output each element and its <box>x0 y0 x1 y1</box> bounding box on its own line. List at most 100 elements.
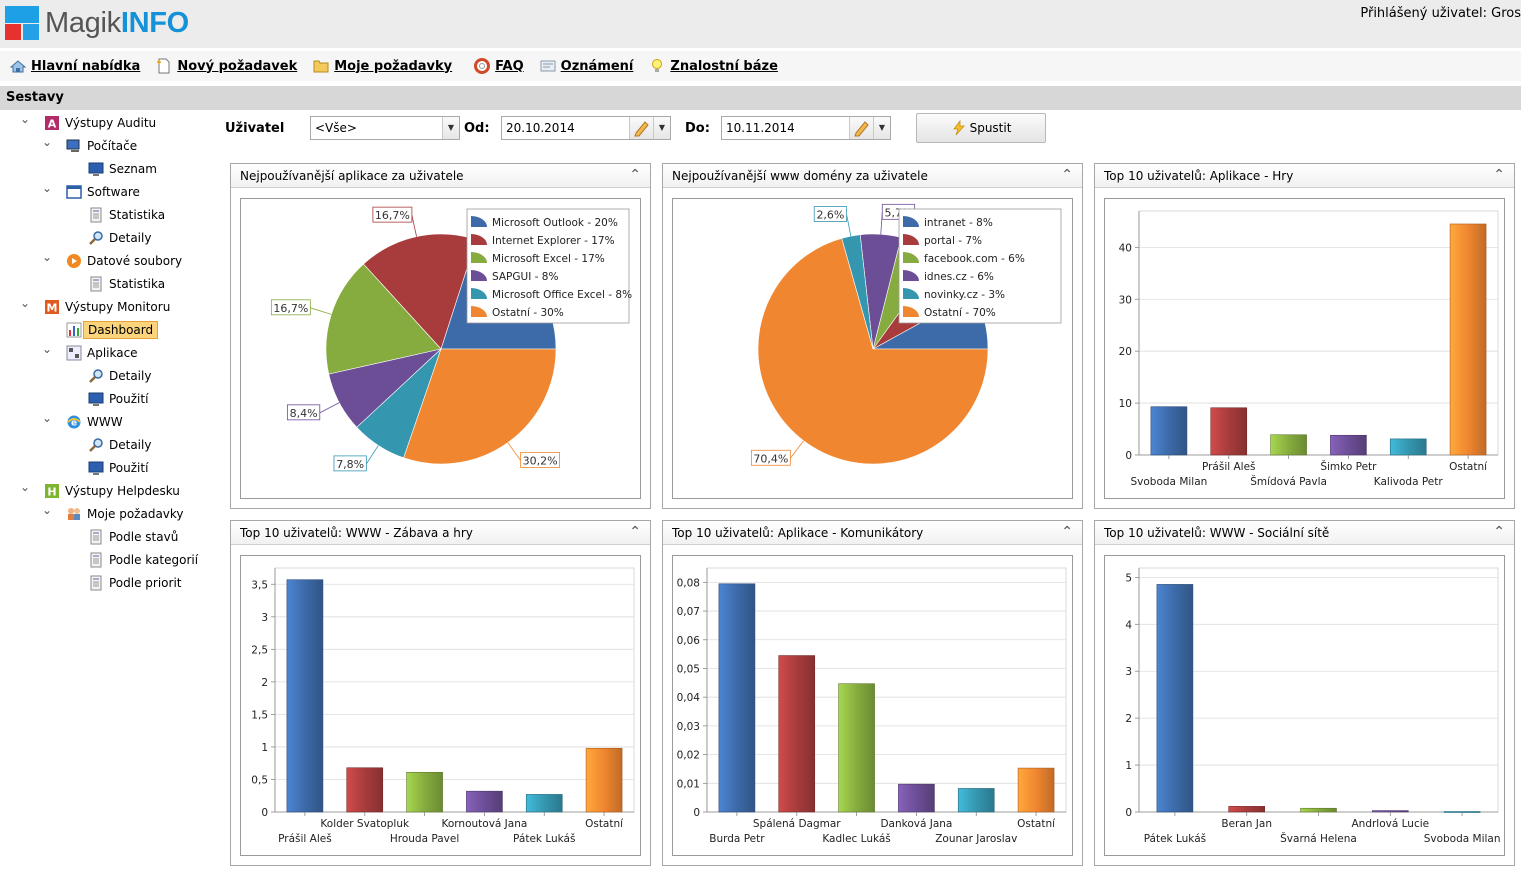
expand-toggle-icon[interactable]: ⌄ <box>20 296 31 310</box>
bar[interactable] <box>1330 434 1367 456</box>
collapse-chevron-icon[interactable]: ⌃ <box>1061 524 1073 540</box>
tree-item-detaily[interactable]: Detaily <box>88 228 151 248</box>
tree-item-detaily[interactable]: Detaily <box>88 366 151 386</box>
bar[interactable] <box>286 579 324 813</box>
collapse-chevron-icon[interactable]: ⌃ <box>1493 524 1505 540</box>
bar[interactable] <box>1228 806 1265 813</box>
tree-item-label: Podle stavů <box>109 530 179 544</box>
collapse-chevron-icon[interactable]: ⌃ <box>629 167 641 183</box>
tree-item-podle-stavů[interactable]: Podle stavů <box>88 527 178 547</box>
computer-icon <box>66 139 80 152</box>
tree-item-label: Výstupy Monitoru <box>65 300 171 314</box>
bar[interactable] <box>1449 223 1487 456</box>
chevron-down-icon[interactable]: ▼ <box>653 117 670 139</box>
tree-item-detaily[interactable]: Detaily <box>88 435 151 455</box>
tree-item-statistika[interactable]: Statistika <box>88 205 165 225</box>
x-tick-label: Ostatní <box>585 818 624 830</box>
expand-toggle-icon[interactable]: ⌄ <box>42 181 53 195</box>
bar[interactable] <box>778 655 816 813</box>
label-leader-line <box>310 307 332 315</box>
expand-toggle-icon[interactable]: ⌄ <box>20 112 31 126</box>
chevron-down-icon[interactable]: ▼ <box>873 117 890 139</box>
expand-toggle-icon[interactable]: ⌄ <box>42 342 53 356</box>
tree-item-použití[interactable]: Použití <box>88 458 148 478</box>
expand-toggle-icon[interactable]: ⌄ <box>42 503 53 517</box>
nav-new-request[interactable]: Nový požadavek <box>156 58 297 74</box>
tree-item-aplikace[interactable]: ⌄ Aplikace <box>42 342 138 363</box>
nav-knowledge-base[interactable]: Znalostní báze <box>649 58 778 74</box>
user-select-input[interactable] <box>311 117 441 139</box>
audit-icon: A <box>45 116 59 131</box>
pie-slice[interactable] <box>403 348 557 465</box>
tree-item-počítače[interactable]: ⌄ Počítače <box>42 135 137 156</box>
y-tick-label: 3 <box>1125 666 1132 678</box>
legend-swatch <box>903 306 919 317</box>
tree-item-podle-priorit[interactable]: Podle priorit <box>88 573 182 593</box>
tree-item-label: WWW <box>87 415 123 429</box>
pencil-icon[interactable] <box>849 117 873 139</box>
bar[interactable] <box>1389 438 1427 456</box>
bar[interactable] <box>346 767 384 813</box>
expand-toggle-icon[interactable]: ⌄ <box>42 135 53 149</box>
label-leader-line <box>790 440 804 459</box>
tree-item-výstupy-helpdesku[interactable]: ⌄ H Výstupy Helpdesku <box>20 480 180 501</box>
app-logo[interactable]: MagikINFO <box>5 6 189 40</box>
legend-swatch <box>471 234 487 245</box>
bar[interactable] <box>1210 407 1248 456</box>
nav-new-request-label: Nový požadavek <box>177 58 298 74</box>
y-tick-label: 2,5 <box>251 644 268 656</box>
tree-item-software[interactable]: ⌄ Software <box>42 181 140 202</box>
bar[interactable] <box>1156 584 1194 813</box>
legend-swatch <box>471 306 487 317</box>
panel-title: Top 10 uživatelů: WWW - Sociální sítě <box>1104 526 1330 540</box>
legend-entry: Microsoft Outlook - 20% <box>492 217 618 229</box>
tree-item-www[interactable]: ⌄ e WWW <box>42 411 123 432</box>
tree-item-podle-kategorií[interactable]: Podle kategorií <box>88 550 198 570</box>
bar[interactable] <box>898 783 935 813</box>
bar[interactable] <box>1150 406 1188 456</box>
bar[interactable] <box>957 788 995 813</box>
bar[interactable] <box>718 583 756 813</box>
collapse-chevron-icon[interactable]: ⌃ <box>1493 167 1505 183</box>
bar[interactable] <box>1017 767 1055 813</box>
bar[interactable] <box>838 683 875 813</box>
tree-item-dashboard[interactable]: Dashboard <box>66 320 159 340</box>
run-button[interactable]: Spustit <box>916 113 1046 143</box>
bar[interactable] <box>525 794 563 813</box>
user-select[interactable]: ▼ <box>310 116 460 140</box>
nav-main-menu[interactable]: Hlavní nabídka <box>10 58 140 74</box>
collapse-chevron-icon[interactable]: ⌃ <box>1061 167 1073 183</box>
bar[interactable] <box>1270 434 1307 456</box>
tree-item-moje-požadavky[interactable]: ⌄ Moje požadavky <box>42 503 184 524</box>
date-to-picker[interactable]: ▼ <box>721 116 891 140</box>
expand-toggle-icon[interactable]: ⌄ <box>42 250 53 264</box>
pie-slice[interactable] <box>325 263 442 375</box>
tree-item-statistika[interactable]: Statistika <box>88 274 165 294</box>
tree-item-použití[interactable]: Použití <box>88 389 148 409</box>
date-from-picker[interactable]: ▼ <box>501 116 671 140</box>
tree-item-seznam[interactable]: Seznam <box>88 159 157 179</box>
chart-area: 0 0,01 0,02 0,03 0,04 0,05 0,06 0,07 0,08 Burda P… <box>672 555 1073 856</box>
bar[interactable] <box>406 772 443 813</box>
bar[interactable] <box>1300 807 1337 813</box>
pencil-icon[interactable] <box>629 117 653 139</box>
bar[interactable] <box>1371 810 1409 813</box>
tree-item-výstupy-monitoru[interactable]: ⌄ M Výstupy Monitoru <box>20 296 171 317</box>
expand-toggle-icon[interactable]: ⌄ <box>42 411 53 425</box>
bar[interactable] <box>466 790 503 813</box>
tree-item-datové-soubory[interactable]: ⌄ Datové soubory <box>42 250 182 271</box>
date-to-input[interactable] <box>722 117 847 139</box>
nav-announcements[interactable]: Oznámení <box>540 58 633 74</box>
nav-faq[interactable]: FAQ <box>474 58 524 74</box>
chevron-down-icon[interactable]: ▼ <box>442 117 459 139</box>
svg-text:M: M <box>47 302 58 315</box>
collapse-chevron-icon[interactable]: ⌃ <box>629 524 641 540</box>
nav-my-requests[interactable]: Moje požadavky <box>313 58 452 74</box>
legend-entry: Ostatní - 70% <box>924 307 996 319</box>
slice-label-box <box>333 455 367 472</box>
date-from-input[interactable] <box>502 117 627 139</box>
bar[interactable] <box>585 747 623 813</box>
expand-toggle-icon[interactable]: ⌄ <box>20 480 31 494</box>
section-header: Sestavy <box>0 86 1521 110</box>
tree-item-výstupy-auditu[interactable]: ⌄ A Výstupy Auditu <box>20 112 156 133</box>
